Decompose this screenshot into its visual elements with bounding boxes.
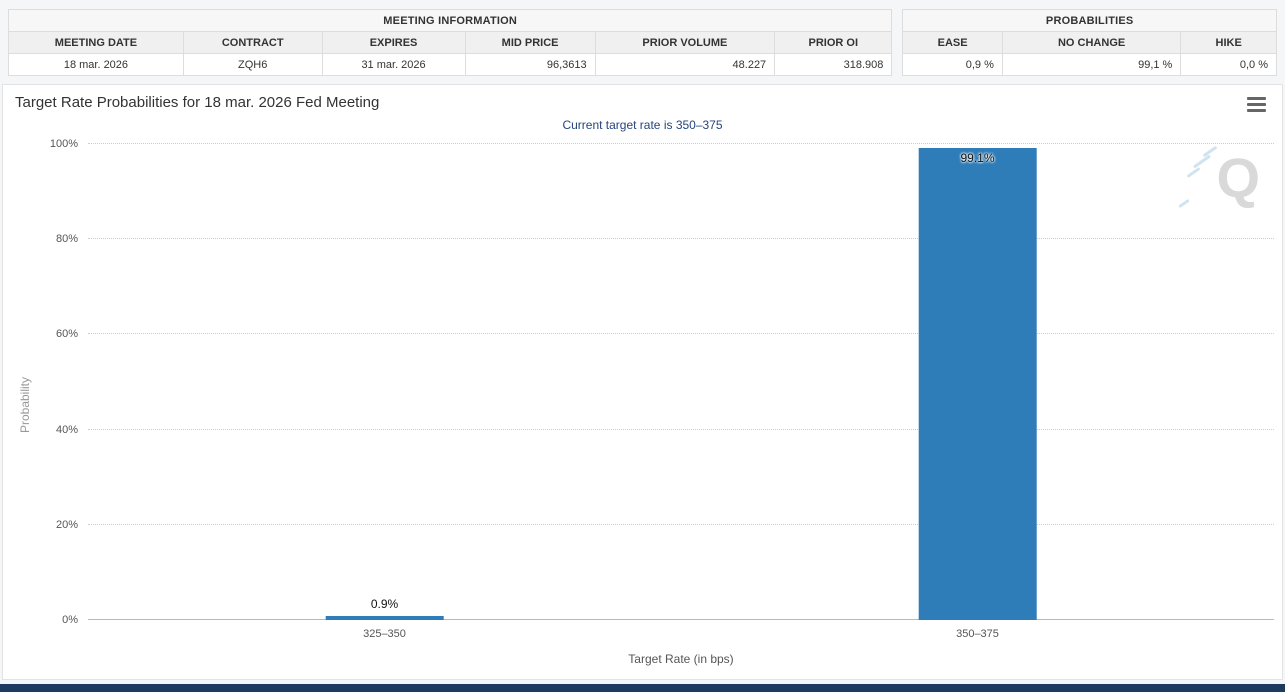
y-tick-label: 60% — [55, 328, 78, 341]
plot-region: Probability Q 0% 20% 40% 60% 80% 100% 0.9% 325–… — [3, 138, 1282, 666]
col-expires: EXPIRES — [321, 31, 466, 54]
x-tick-label: 325–350 — [363, 628, 406, 640]
watermark-streak — [1192, 154, 1212, 169]
y-gridline — [88, 428, 1274, 430]
q-logo-icon: Q — [1216, 146, 1260, 209]
bar-350-375[interactable] — [918, 148, 1037, 620]
col-contract: CONTRACT — [182, 31, 323, 54]
y-gridline — [88, 619, 1274, 620]
prior-volume-value: 48.227 — [594, 53, 776, 76]
bottom-bar — [0, 684, 1285, 692]
meeting-information-title: MEETING INFORMATION — [7, 9, 893, 32]
col-meeting-date: MEETING DATE — [8, 31, 184, 54]
y-tick-label: 40% — [55, 423, 78, 436]
expires-value: 31 mar. 2026 — [321, 53, 466, 76]
col-ease: EASE — [902, 31, 1003, 54]
x-tick-label: 350–375 — [956, 628, 999, 640]
bar-325-350[interactable] — [325, 615, 444, 620]
contract-value: ZQH6 — [182, 53, 323, 76]
col-prior-oi: PRIOR OI — [774, 31, 893, 54]
chart-menu-icon[interactable] — [1247, 94, 1266, 115]
hike-value: 0,0 % — [1180, 53, 1277, 76]
probabilities-table: PROBABILITIES EASE NO CHANGE HIKE 0,9 % … — [902, 9, 1277, 76]
no-change-value: 99,1 % — [1001, 53, 1182, 76]
chart-header: Target Rate Probabilities for 18 mar. 20… — [3, 85, 1282, 115]
table-row: 0,9 % 99,1 % 0,0 % — [902, 53, 1277, 76]
x-axis-title: Target Rate (in bps) — [628, 652, 734, 666]
y-gridline — [88, 333, 1274, 335]
hamburger-bar — [1247, 103, 1266, 106]
y-tick-label: 100% — [49, 138, 78, 150]
mid-price-value: 96,3613 — [464, 53, 596, 76]
y-tick-label: 0% — [62, 614, 78, 626]
y-gridline — [88, 523, 1274, 525]
watermark-streak — [1186, 166, 1201, 179]
y-tick-label: 20% — [55, 518, 78, 531]
chart-title: Target Rate Probabilities for 18 mar. 20… — [15, 94, 380, 111]
hamburger-bar — [1247, 97, 1266, 100]
probabilities-title: PROBABILITIES — [902, 9, 1277, 32]
watermark-streak — [1178, 198, 1190, 209]
chart-subtitle: Current target rate is 350–375 — [562, 118, 723, 132]
col-prior-volume: PRIOR VOLUME — [594, 31, 776, 54]
col-hike: HIKE — [1180, 31, 1277, 54]
chart-panel: Target Rate Probabilities for 18 mar. 20… — [2, 84, 1283, 680]
meeting-information-table: MEETING INFORMATION MEETING DATE CONTRAC… — [7, 9, 893, 76]
quikstrike-watermark: Q — [1176, 145, 1260, 218]
hamburger-bar — [1247, 109, 1266, 112]
prior-oi-value: 318.908 — [774, 53, 893, 76]
table-row: 18 mar. 2026 ZQH6 31 mar. 2026 96,3613 4… — [8, 53, 893, 76]
y-gridline — [88, 238, 1274, 240]
top-tables: MEETING INFORMATION MEETING DATE CONTRAC… — [0, 0, 1285, 84]
ease-value: 0,9 % — [902, 53, 1003, 76]
bar-value-label: 99.1% — [960, 151, 995, 166]
col-no-change: NO CHANGE — [1001, 31, 1182, 54]
plot-area: Q 0% 20% 40% 60% 80% 100% 0.9% 325–350 99.1% 350–… — [50, 138, 1274, 640]
y-tick-label: 80% — [55, 233, 78, 246]
bar-value-label: 0.9% — [370, 596, 399, 611]
watermark-streak — [1202, 145, 1218, 158]
y-axis-title: Probability — [18, 376, 33, 434]
y-gridline — [88, 143, 1274, 144]
meeting-date-value: 18 mar. 2026 — [8, 53, 184, 76]
col-mid-price: MID PRICE — [464, 31, 596, 54]
